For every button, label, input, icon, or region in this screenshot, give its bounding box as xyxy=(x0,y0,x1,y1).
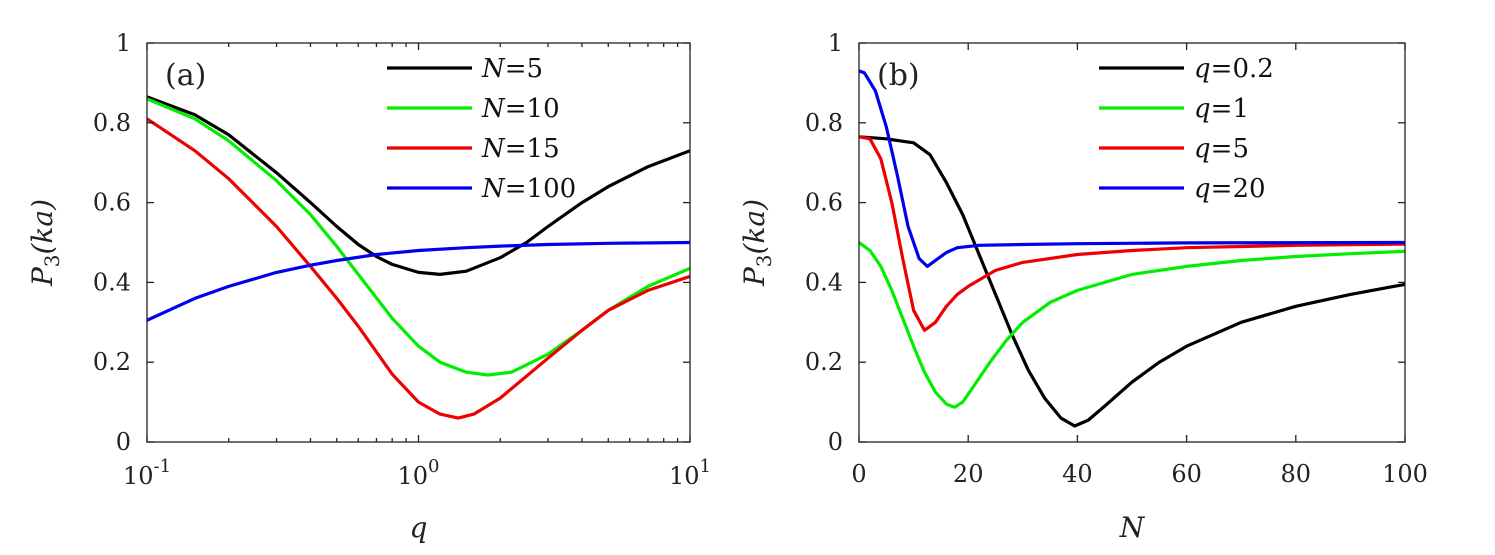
x-axis-title-b: N xyxy=(1119,511,1146,544)
y-axis-title-b: P3(ka) xyxy=(738,199,776,287)
series-line-b-q-5 xyxy=(859,135,1405,332)
series-line-b-q-1 xyxy=(859,240,1405,409)
y-tick-label-a: 0.8 xyxy=(93,109,131,137)
legend-b: q=0.2 q=1 q=5 q=20 xyxy=(1099,54,1274,204)
series-group-a xyxy=(147,95,690,420)
legend-a: N=5 N=10 N=15 N=100 xyxy=(387,54,576,204)
legend-label-b: q=5 xyxy=(1194,134,1249,164)
x-tick-label-b: 60 xyxy=(1171,460,1202,488)
x-tick-label-a: 100 xyxy=(398,456,440,490)
panel-b: 0 0.2 0.4 0.6 0.8 1 0 20 40 60 80 100 N P3(ka) (b) q=0.… xyxy=(738,29,1428,544)
y-tick-label-b: 0.4 xyxy=(805,268,843,296)
panel-a: 0 0.2 0.4 0.6 0.8 1 10-1 100 101 q P3(ka) (a) N=5 N=1… xyxy=(26,29,711,544)
y-tick-label-b: 0.2 xyxy=(805,348,843,376)
series-line-a-n-10 xyxy=(147,97,690,377)
y-tick-label-a: 0 xyxy=(116,428,131,456)
legend-label-b: q=20 xyxy=(1194,174,1266,204)
legend-label-a: N=100 xyxy=(481,174,576,204)
series-line-a-n-5 xyxy=(147,95,690,276)
x-tick-label-b: 0 xyxy=(851,460,866,488)
legend-label-a: N=5 xyxy=(481,54,543,84)
x-tick-label-a: 10-1 xyxy=(123,456,171,490)
axis-frame-b xyxy=(858,42,1406,443)
series-line-b-q-0p2 xyxy=(859,135,1405,428)
y-tick-label-a: 0.4 xyxy=(93,268,131,296)
series-line-b-q-20 xyxy=(859,69,1405,268)
legend-label-a: N=10 xyxy=(481,94,560,124)
legend-label-a: N=15 xyxy=(481,134,560,164)
x-tick-label-b: 100 xyxy=(1382,460,1428,488)
y-tick-label-b: 0.6 xyxy=(805,189,843,217)
x-axis-title-a: q xyxy=(410,511,428,544)
legend-label-b: q=0.2 xyxy=(1194,54,1274,84)
series-line-a-n-15 xyxy=(147,117,690,420)
y-tick-label-a: 0.6 xyxy=(93,189,131,217)
series-group-b xyxy=(859,69,1405,428)
panel-label-a: (a) xyxy=(165,58,206,93)
x-tick-label-b: 40 xyxy=(1062,460,1093,488)
y-axis-title-a: P3(ka) xyxy=(26,199,64,287)
y-tick-label-a: 1 xyxy=(116,29,131,57)
y-tick-label-b: 1 xyxy=(828,29,843,57)
series-line-a-n-100 xyxy=(147,240,690,322)
x-tick-label-b: 80 xyxy=(1281,460,1312,488)
legend-label-b: q=1 xyxy=(1194,94,1249,124)
y-tick-label-b: 0 xyxy=(828,428,843,456)
y-tick-label-b: 0.8 xyxy=(805,109,843,137)
x-tick-label-b: 20 xyxy=(953,460,984,488)
y-tick-label-a: 0.2 xyxy=(93,348,131,376)
x-tick-label-a: 101 xyxy=(669,456,711,490)
panel-label-b: (b) xyxy=(877,58,920,93)
